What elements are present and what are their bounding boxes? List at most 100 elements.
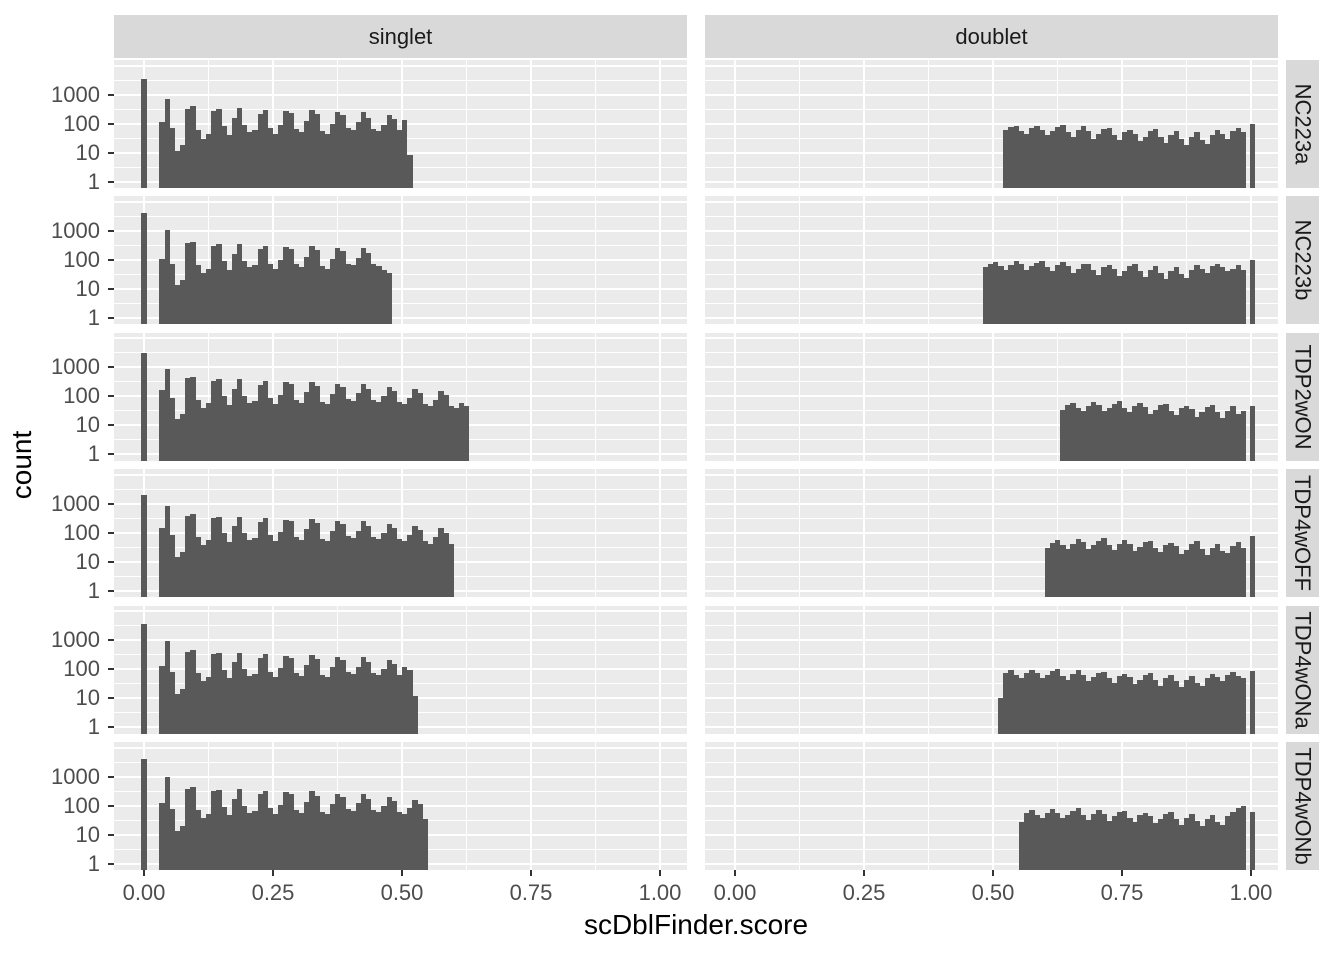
histogram-bar <box>1122 407 1128 461</box>
histogram-bar <box>236 108 243 188</box>
histogram-bar <box>1075 670 1081 734</box>
histogram-bar <box>1049 671 1056 734</box>
histogram-bar <box>180 145 186 188</box>
histogram-bar <box>257 384 263 461</box>
histogram-bar <box>1029 669 1035 734</box>
histogram-bar <box>365 388 372 461</box>
grid-major-horizontal <box>705 151 1278 154</box>
histogram-bar <box>1127 412 1133 461</box>
y-tick-mark <box>108 775 114 778</box>
histogram-bar <box>273 403 279 461</box>
histogram-bar <box>329 667 336 734</box>
histogram-bar <box>1142 674 1149 734</box>
histogram-bar <box>1122 811 1128 870</box>
histogram-bar <box>1209 266 1216 325</box>
histogram-bar <box>278 804 284 870</box>
facet-row-strip-label: NC223a <box>1290 83 1316 165</box>
histogram-bar <box>1163 814 1169 870</box>
histogram-bar <box>216 789 222 870</box>
histogram-bar <box>164 368 171 461</box>
histogram-bar <box>159 528 165 598</box>
histogram-bar <box>1137 271 1143 325</box>
histogram-bar <box>221 806 227 870</box>
histogram-bar <box>355 122 361 188</box>
y-tick-label: 1000 <box>51 354 100 380</box>
facet-row-strip: NC223a <box>1286 60 1319 188</box>
histogram-bar <box>231 118 238 188</box>
histogram-bar <box>267 127 274 188</box>
histogram-bar <box>376 131 382 188</box>
histogram-bar <box>329 530 336 598</box>
histogram-bar <box>195 399 202 461</box>
histogram-bar <box>1085 819 1092 870</box>
histogram-bar <box>1080 675 1087 734</box>
histogram-bar <box>1018 821 1025 870</box>
histogram-bar <box>1178 407 1185 461</box>
histogram-bar <box>1085 406 1092 461</box>
histogram-bar <box>1158 685 1164 734</box>
panel-TDP2wON-doublet <box>705 332 1278 461</box>
histogram-bar <box>211 791 217 870</box>
x-tick-mark <box>734 870 736 876</box>
histogram-bar <box>381 669 387 734</box>
grid-major-horizontal <box>705 531 1278 534</box>
histogram-bar <box>345 672 351 734</box>
histogram-bar <box>407 670 413 734</box>
grid-minor-horizontal <box>705 137 1278 139</box>
grid-major-horizontal <box>705 258 1278 261</box>
histogram-bar <box>463 406 470 461</box>
histogram-bar <box>293 536 300 598</box>
histogram-bar <box>1013 674 1020 734</box>
histogram-bar <box>334 520 341 598</box>
grid-major-horizontal <box>705 560 1278 563</box>
histogram-bar <box>1003 269 1009 325</box>
histogram-bar <box>1060 409 1066 461</box>
histogram-bar <box>1132 550 1138 598</box>
histogram-bar <box>1158 136 1164 188</box>
histogram-bar <box>350 810 356 870</box>
histogram-bar <box>1070 543 1076 598</box>
histogram-bar <box>1152 547 1159 598</box>
histogram-bar <box>1225 410 1231 461</box>
histogram-bar <box>303 121 310 188</box>
histogram-bar <box>1240 269 1247 325</box>
grid-major-horizontal <box>114 122 687 125</box>
grid-major-horizontal <box>705 502 1278 505</box>
histogram-bar <box>402 403 408 461</box>
histogram-bar <box>1189 675 1195 734</box>
histogram-bar <box>350 537 356 598</box>
histogram-bar <box>376 675 382 734</box>
x-tick-mark <box>1121 870 1123 876</box>
histogram-bar <box>293 264 300 325</box>
histogram-bar <box>365 662 372 734</box>
histogram-bar <box>1168 135 1174 188</box>
histogram-bar <box>1189 409 1195 461</box>
histogram-bar <box>334 112 341 188</box>
histogram-bar <box>329 258 336 325</box>
histogram-bar <box>350 129 356 188</box>
y-tick-label: 1000 <box>51 81 100 107</box>
histogram-bar <box>278 668 284 734</box>
histogram-bar <box>141 353 147 461</box>
histogram-bar <box>1044 547 1051 598</box>
histogram-bar <box>216 652 222 734</box>
histogram-bar <box>319 674 325 734</box>
histogram-bar <box>1173 131 1180 188</box>
histogram-bar <box>329 123 336 188</box>
histogram-bar <box>1075 129 1081 188</box>
histogram-bar <box>1225 271 1231 325</box>
histogram-bar <box>1101 128 1107 188</box>
histogram-bar <box>417 530 423 598</box>
histogram-bar <box>1199 139 1205 188</box>
histogram-bar <box>1132 684 1138 734</box>
histogram-bar <box>242 395 248 461</box>
histogram-bar <box>448 543 454 598</box>
histogram-bar <box>1039 678 1045 734</box>
histogram-bar <box>381 124 387 188</box>
histogram-bar <box>1111 816 1118 870</box>
histogram-bar <box>422 818 429 870</box>
histogram-bar <box>1189 136 1195 188</box>
histogram-bar <box>381 806 387 870</box>
histogram-bar <box>169 264 176 325</box>
histogram-bar <box>1127 677 1133 734</box>
